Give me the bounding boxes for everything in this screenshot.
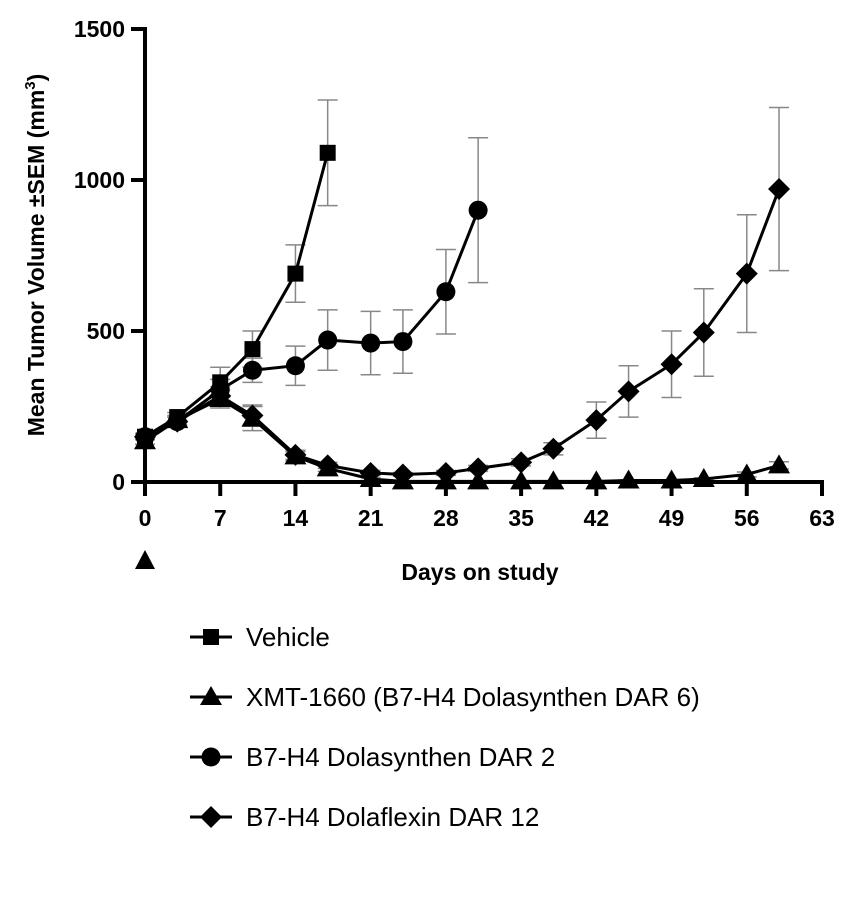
x-tick-label: 14 <box>283 505 309 531</box>
data-point-circle <box>436 282 456 302</box>
series-line-triangle <box>144 397 780 483</box>
data-point-diamond <box>391 463 414 486</box>
legend-label: XMT-1660 (B7-H4 Dolasynthen DAR 6) <box>246 682 700 712</box>
x-tick-label: 56 <box>734 505 760 531</box>
legend-item: XMT-1660 (B7-H4 Dolasynthen DAR 6) <box>190 682 700 712</box>
legend-marker-circle <box>201 747 221 767</box>
series-line-circle <box>144 209 480 439</box>
legend-label: B7-H4 Dolasynthen DAR 2 <box>246 742 555 772</box>
data-point-square <box>244 341 261 358</box>
y-axis-label: Mean Tumor Volume ±SEM (mm3) <box>22 74 49 437</box>
y-tick-label: 500 <box>87 318 125 344</box>
y-tick-label: 1000 <box>74 167 125 193</box>
y-tick-label: 1500 <box>74 16 125 42</box>
legend-item: B7-H4 Dolasynthen DAR 2 <box>190 742 555 772</box>
data-point-diamond <box>692 321 715 344</box>
data-point-circle <box>242 360 262 380</box>
data-point-circle <box>285 356 305 376</box>
x-tick-label: 42 <box>584 505 610 531</box>
data-point-diamond <box>467 457 490 480</box>
data-point-diamond <box>241 404 264 427</box>
data-point-diamond <box>316 454 339 477</box>
data-point-square <box>287 265 304 282</box>
data-point-triangle <box>510 470 533 490</box>
series-line-diamond <box>144 188 781 476</box>
dosing-arrow-icon <box>135 550 155 569</box>
x-tick-label: 21 <box>358 505 384 531</box>
data-point-circle <box>361 333 381 353</box>
data-point-diamond <box>735 262 758 285</box>
data-point-circle <box>468 200 488 220</box>
data-point-triangle <box>542 470 565 490</box>
data-point-triangle <box>735 463 758 483</box>
data-point-diamond <box>542 437 565 460</box>
data-point-diamond <box>359 461 382 484</box>
legend-marker-diamond <box>200 806 222 828</box>
data-point-diamond <box>209 384 232 407</box>
legend-item: Vehicle <box>190 622 330 652</box>
legend-label: B7-H4 Dolaflexin DAR 12 <box>246 802 539 832</box>
data-point-diamond <box>284 443 307 466</box>
legend-label: Vehicle <box>246 622 330 652</box>
data-point-triangle <box>585 470 608 490</box>
data-point-diamond <box>434 461 457 484</box>
series-line-square <box>144 152 330 438</box>
data-point-diamond <box>510 451 533 474</box>
x-tick-label: 28 <box>433 505 459 531</box>
data-point-diamond <box>585 409 608 432</box>
data-point-diamond <box>166 410 189 433</box>
legend-marker-triangle <box>200 686 222 705</box>
legend-marker-square <box>203 629 219 645</box>
data-point-triangle <box>467 470 490 490</box>
data-point-diamond <box>768 178 791 201</box>
x-tick-label: 0 <box>139 505 152 531</box>
x-tick-label: 35 <box>508 505 534 531</box>
data-point-diamond <box>617 380 640 403</box>
data-point-circle <box>393 332 413 352</box>
data-point-square <box>319 144 336 161</box>
y-tick-label: 0 <box>112 469 125 495</box>
legend-item: B7-H4 Dolaflexin DAR 12 <box>190 802 539 832</box>
data-point-circle <box>318 330 338 350</box>
x-tick-label: 49 <box>659 505 685 531</box>
data-point-diamond <box>660 353 683 376</box>
data-point-triangle <box>768 454 791 474</box>
x-tick-label: 63 <box>809 505 835 531</box>
x-axis-label: Days on study <box>401 559 558 585</box>
x-tick-label: 7 <box>214 505 227 531</box>
